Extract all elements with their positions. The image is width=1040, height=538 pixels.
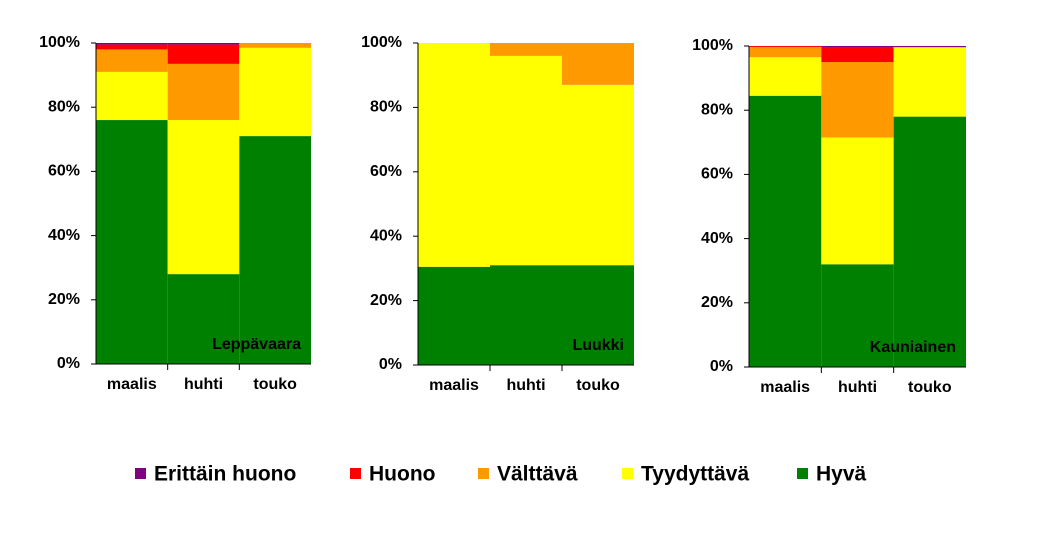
y-tick-label: 100% [692,37,733,54]
y-tick-label: 0% [57,355,80,372]
bar-segment [167,120,240,275]
bar-segment [490,55,562,266]
bar-segment [562,265,634,365]
chart-title: Leppävaara [212,336,301,353]
chart-title: Luukki [572,337,624,354]
y-tick-label: 80% [701,101,733,118]
bar-segment [167,44,240,64]
legend-swatch [797,468,808,479]
bar-segment [239,43,311,48]
chart-title: Kauniainen [870,339,956,356]
legend-label: Hyvä [816,463,867,486]
bar-segment [749,95,822,367]
bar-segment [167,43,240,45]
bar-segment [821,264,894,367]
bar-segment [167,63,240,121]
x-tick-label: touko [576,377,620,394]
bar-segment [418,43,490,267]
bar-segment [749,57,822,96]
bar-segment [893,47,966,117]
legend-label: Erittäin huono [154,463,296,486]
y-tick-label: 80% [370,99,402,116]
bar-segment [562,84,634,266]
y-tick-label: 40% [48,227,80,244]
bar-segment [96,71,168,121]
y-tick-label: 40% [701,230,733,247]
bar-segment [749,46,822,47]
bar-segment [821,46,894,48]
bar-segment [749,46,822,58]
y-tick-label: 60% [48,163,80,180]
bar-segment [96,49,168,72]
x-tick-label: maalis [760,379,810,396]
bar-segment [490,43,562,56]
y-tick-label: 40% [370,227,402,244]
x-tick-label: maalis [429,377,479,394]
bar-segment [96,43,168,45]
bar-segment [821,62,894,138]
y-tick-label: 60% [701,166,733,183]
y-tick-label: 0% [379,356,402,373]
x-tick-label: huhti [506,377,545,394]
bar-segment [167,274,240,364]
legend-swatch [350,468,361,479]
legend-label: Välttävä [497,463,578,486]
bar-segment [239,136,311,364]
bar-segment [893,46,966,47]
bar-segment [490,265,562,365]
bar-segment [418,266,490,365]
x-tick-label: touko [253,376,297,393]
legend-swatch [622,468,633,479]
legend-swatch [135,468,146,479]
y-tick-label: 80% [48,98,80,115]
legend-label: Huono [369,463,435,486]
y-tick-label: 100% [39,34,80,51]
y-tick-label: 20% [48,291,80,308]
legend-swatch [478,468,489,479]
x-tick-label: maalis [107,376,157,393]
legend-label: Tyydyttävä [641,463,749,486]
y-tick-label: 0% [710,358,733,375]
x-tick-label: huhti [184,376,223,393]
bar-segment [239,47,311,137]
y-tick-label: 20% [370,292,402,309]
x-tick-label: huhti [838,379,877,396]
x-tick-label: touko [908,379,952,396]
y-tick-label: 20% [701,294,733,311]
bar-segment [96,120,168,364]
y-tick-label: 60% [370,163,402,180]
bar-segment [821,137,894,265]
bar-segment [821,47,894,63]
bar-segment [96,44,168,50]
bar-segment [893,116,966,368]
bar-segment [562,43,634,85]
y-tick-label: 100% [361,34,402,51]
bar-segment [893,46,966,48]
